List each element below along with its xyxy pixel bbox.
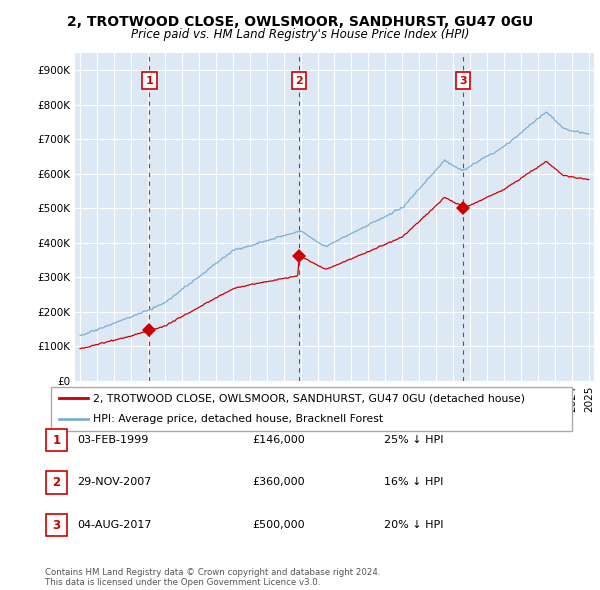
Text: 2, TROTWOOD CLOSE, OWLSMOOR, SANDHURST, GU47 0GU: 2, TROTWOOD CLOSE, OWLSMOOR, SANDHURST, … [67, 15, 533, 29]
Text: 16% ↓ HPI: 16% ↓ HPI [384, 477, 443, 487]
Text: £500,000: £500,000 [252, 520, 305, 529]
Text: 25% ↓ HPI: 25% ↓ HPI [384, 435, 443, 444]
Text: £146,000: £146,000 [252, 435, 305, 444]
Text: 3: 3 [52, 519, 61, 532]
Text: 3: 3 [460, 76, 467, 86]
Text: 04-AUG-2017: 04-AUG-2017 [77, 520, 151, 529]
Text: Price paid vs. HM Land Registry's House Price Index (HPI): Price paid vs. HM Land Registry's House … [131, 28, 469, 41]
Text: 2: 2 [52, 476, 61, 489]
FancyBboxPatch shape [46, 514, 67, 536]
FancyBboxPatch shape [46, 429, 67, 451]
Text: £360,000: £360,000 [252, 477, 305, 487]
Text: 1: 1 [52, 434, 61, 447]
Text: 20% ↓ HPI: 20% ↓ HPI [384, 520, 443, 529]
Text: HPI: Average price, detached house, Bracknell Forest: HPI: Average price, detached house, Brac… [93, 414, 383, 424]
FancyBboxPatch shape [46, 471, 67, 494]
Text: 2: 2 [295, 76, 303, 86]
Text: Contains HM Land Registry data © Crown copyright and database right 2024.
This d: Contains HM Land Registry data © Crown c… [45, 568, 380, 587]
Text: 29-NOV-2007: 29-NOV-2007 [77, 477, 151, 487]
Text: 2, TROTWOOD CLOSE, OWLSMOOR, SANDHURST, GU47 0GU (detached house): 2, TROTWOOD CLOSE, OWLSMOOR, SANDHURST, … [93, 394, 525, 404]
Text: 03-FEB-1999: 03-FEB-1999 [77, 435, 148, 444]
Text: 1: 1 [146, 76, 154, 86]
FancyBboxPatch shape [50, 387, 572, 431]
